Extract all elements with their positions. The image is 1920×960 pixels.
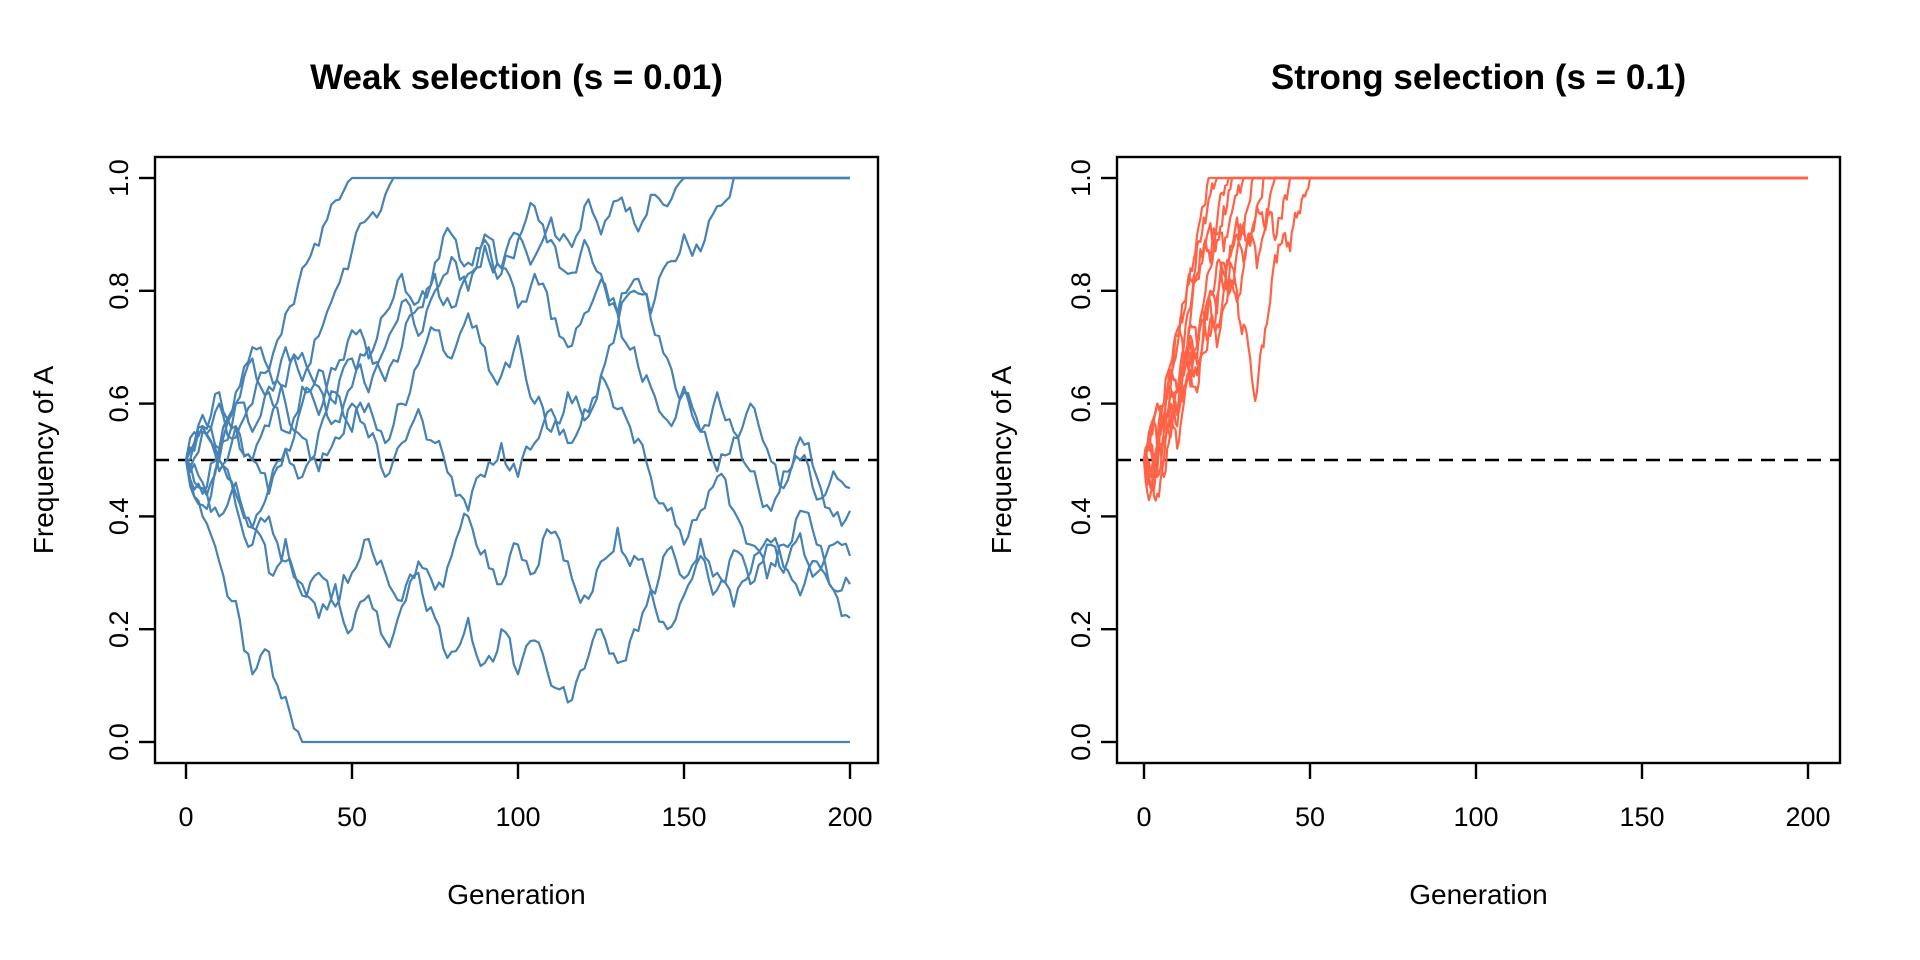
y-tick-label: 0.8: [1066, 272, 1096, 310]
trajectory-strong-selection-rep-10: [1142, 176, 1808, 478]
x-tick-label: 150: [1619, 802, 1664, 832]
trajectory-strong-selection-rep-3: [1142, 176, 1808, 479]
trajectory-weak-selection-rep-5: [184, 459, 850, 744]
y-tick-label: 0.8: [104, 272, 134, 310]
x-tick-label: 0: [1136, 802, 1151, 832]
trajectory-strong-selection-rep-8: [1142, 176, 1808, 461]
x-tick-label: 200: [1785, 802, 1830, 832]
y-tick-label: 0.2: [1066, 610, 1096, 648]
y-tick-label: 0.4: [1066, 498, 1096, 536]
x-axis-title-left: Generation: [447, 879, 586, 910]
trajectory-weak-selection-rep-8: [184, 459, 852, 704]
series-group: [184, 176, 852, 744]
x-tick-label: 50: [1295, 802, 1325, 832]
x-tick-label: 150: [661, 802, 706, 832]
y-tick-label: 0.6: [1066, 385, 1096, 423]
trajectory-strong-selection-rep-5: [1142, 176, 1808, 489]
y-tick-label: 0.4: [104, 498, 134, 536]
trajectory-strong-selection-rep-9: [1142, 176, 1808, 502]
x-axis-title-right: Generation: [1409, 879, 1548, 910]
y-axis-title-left: Frequency of A: [28, 365, 59, 555]
series-group: [1142, 176, 1808, 502]
panel-title-weak-selection: Weak selection (s = 0.01): [310, 58, 723, 97]
trajectory-weak-selection-rep-7: [185, 226, 851, 501]
trajectory-strong-selection-rep-4: [1142, 176, 1808, 461]
y-tick-label: 0.2: [104, 610, 134, 648]
y-tick-label: 1.0: [1066, 159, 1096, 197]
panel-title-strong-selection: Strong selection (s = 0.1): [1270, 58, 1687, 97]
trajectory-strong-selection-rep-7: [1142, 176, 1808, 490]
plot-box: [1115, 155, 1842, 765]
x-tick-label: 200: [827, 802, 872, 832]
y-tick-label: 0.6: [104, 385, 134, 423]
y-axis-title-right: Frequency of A: [986, 365, 1017, 555]
trajectory-weak-selection-rep-10: [184, 201, 851, 527]
trajectory-weak-selection-rep-9: [185, 368, 851, 619]
x-tick-label: 0: [178, 802, 193, 832]
x-tick-label: 100: [495, 802, 540, 832]
y-tick-label: 1.0: [104, 159, 134, 197]
y-tick-label: 0.0: [104, 723, 134, 761]
y-tick-label: 0.0: [1066, 723, 1096, 761]
trajectory-strong-selection-rep-2: [1143, 176, 1808, 465]
x-tick-label: 50: [337, 802, 367, 832]
trajectory-weak-selection-rep-1: [185, 176, 850, 462]
x-tick-label: 100: [1453, 802, 1498, 832]
